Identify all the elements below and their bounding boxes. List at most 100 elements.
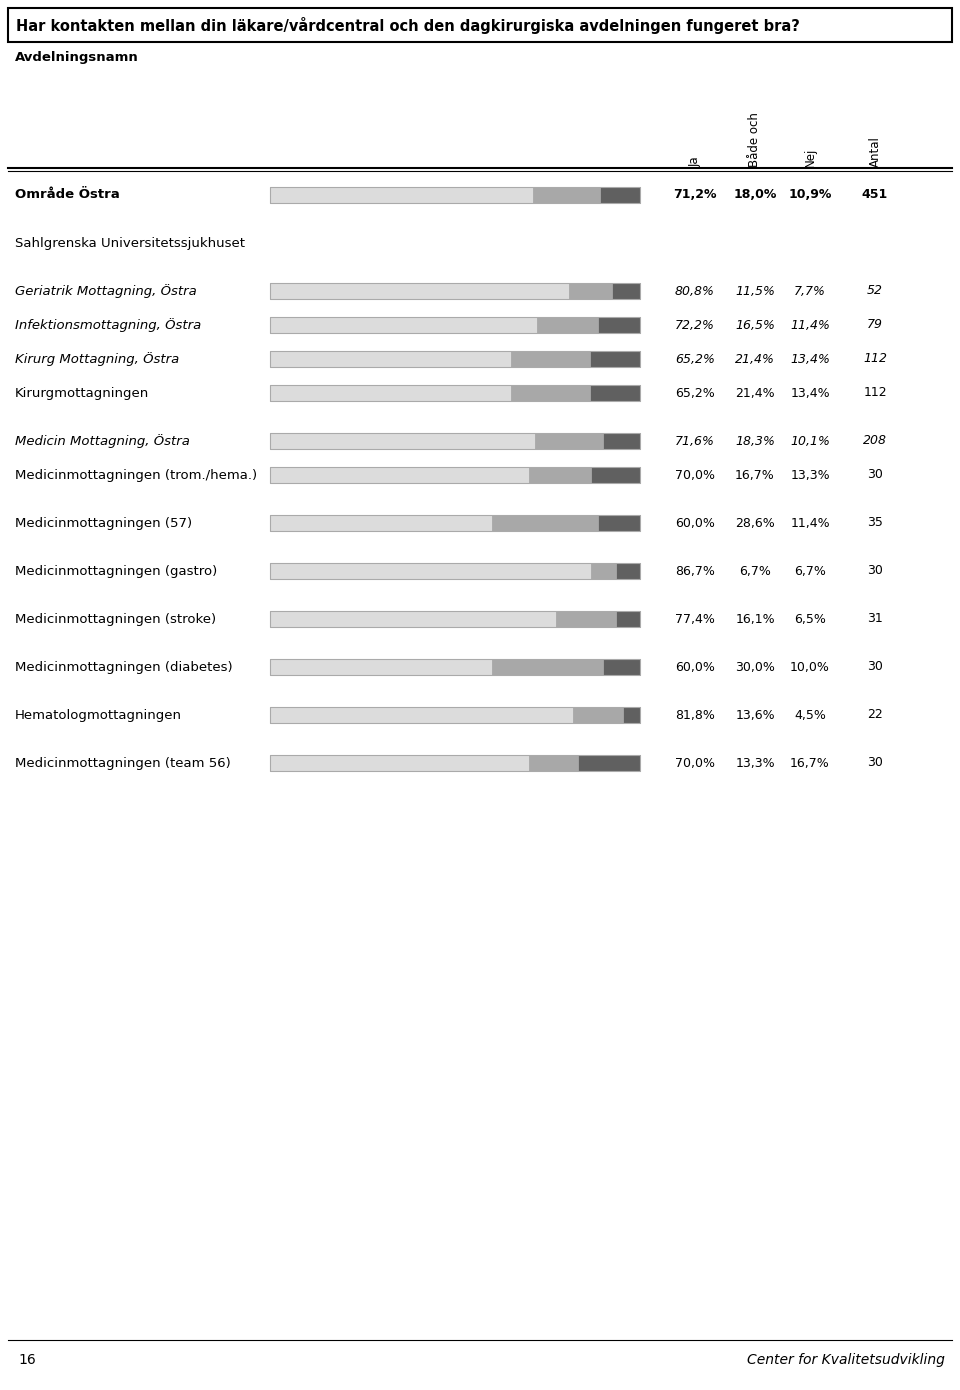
- Text: 65,2%: 65,2%: [675, 353, 715, 366]
- Bar: [573, 708, 623, 723]
- Bar: [534, 188, 600, 203]
- Bar: [270, 612, 640, 627]
- Text: 112: 112: [863, 353, 887, 366]
- Bar: [612, 284, 640, 299]
- Bar: [529, 467, 590, 482]
- Bar: [270, 708, 573, 723]
- Text: 81,8%: 81,8%: [675, 709, 715, 721]
- Bar: [8, 8, 952, 42]
- Text: 21,4%: 21,4%: [735, 353, 775, 366]
- Text: 11,5%: 11,5%: [735, 285, 775, 297]
- Bar: [270, 284, 569, 299]
- Text: Medicinmottagningen (gastro): Medicinmottagningen (gastro): [15, 564, 217, 577]
- Bar: [270, 385, 640, 400]
- Text: 71,2%: 71,2%: [673, 189, 717, 202]
- Text: Medicinmottagningen (stroke): Medicinmottagningen (stroke): [15, 613, 216, 626]
- Text: 30: 30: [867, 564, 883, 577]
- Text: Infektionsmottagning, Östra: Infektionsmottagning, Östra: [15, 318, 202, 332]
- Bar: [270, 755, 529, 771]
- Text: 13,3%: 13,3%: [735, 756, 775, 770]
- Text: 86,7%: 86,7%: [675, 564, 715, 577]
- Bar: [603, 434, 640, 449]
- Text: 6,7%: 6,7%: [739, 564, 771, 577]
- Bar: [270, 467, 529, 482]
- Text: Medicin Mottagning, Östra: Medicin Mottagning, Östra: [15, 434, 190, 448]
- Text: Ja: Ja: [688, 156, 702, 167]
- Text: 10,1%: 10,1%: [790, 435, 830, 448]
- Text: 21,4%: 21,4%: [735, 386, 775, 399]
- Text: Avdelningsnamn: Avdelningsnamn: [15, 51, 139, 64]
- Text: Center for Kvalitetsudvikling: Center for Kvalitetsudvikling: [747, 1352, 945, 1366]
- Text: 79: 79: [867, 318, 883, 331]
- Text: Medicinmottagningen (team 56): Medicinmottagningen (team 56): [15, 756, 230, 770]
- Bar: [270, 352, 640, 367]
- Bar: [492, 659, 603, 676]
- Text: 72,2%: 72,2%: [675, 318, 715, 331]
- Text: 16,7%: 16,7%: [790, 756, 829, 770]
- Text: 60,0%: 60,0%: [675, 660, 715, 674]
- Text: Sahlgrenska Universitetssjukhuset: Sahlgrenska Universitetssjukhuset: [15, 236, 245, 249]
- Bar: [529, 755, 578, 771]
- Bar: [270, 352, 512, 367]
- Text: 16,5%: 16,5%: [735, 318, 775, 331]
- Bar: [569, 284, 612, 299]
- Bar: [590, 563, 615, 580]
- Text: 13,4%: 13,4%: [790, 353, 830, 366]
- Text: Medicinmottagningen (trom./hema.): Medicinmottagningen (trom./hema.): [15, 468, 257, 481]
- Text: 10,9%: 10,9%: [788, 189, 831, 202]
- Text: Kirurg Mottagning, Östra: Kirurg Mottagning, Östra: [15, 352, 180, 366]
- Text: Geriatrik Mottagning, Östra: Geriatrik Mottagning, Östra: [15, 284, 197, 297]
- Bar: [270, 317, 640, 334]
- Text: 11,4%: 11,4%: [790, 318, 830, 331]
- Bar: [600, 188, 640, 203]
- Text: 60,0%: 60,0%: [675, 517, 715, 530]
- Bar: [270, 188, 640, 203]
- Text: 52: 52: [867, 285, 883, 297]
- Text: 30: 30: [867, 660, 883, 674]
- Bar: [492, 516, 598, 531]
- Text: 13,6%: 13,6%: [735, 709, 775, 721]
- Bar: [270, 563, 590, 580]
- Text: 16,7%: 16,7%: [735, 468, 775, 481]
- Bar: [538, 317, 598, 334]
- Text: 22: 22: [867, 709, 883, 721]
- Bar: [270, 434, 535, 449]
- Bar: [598, 516, 640, 531]
- Text: Både och: Både och: [749, 113, 761, 167]
- Bar: [615, 563, 640, 580]
- Bar: [270, 755, 640, 771]
- Text: Hematologmottagningen: Hematologmottagningen: [15, 709, 182, 721]
- Bar: [270, 516, 492, 531]
- Bar: [590, 467, 640, 482]
- Bar: [616, 612, 640, 627]
- Text: 7,7%: 7,7%: [794, 285, 826, 297]
- Bar: [590, 385, 640, 400]
- Bar: [270, 563, 640, 580]
- Text: 77,4%: 77,4%: [675, 613, 715, 626]
- Text: 30: 30: [867, 468, 883, 481]
- Text: 13,3%: 13,3%: [790, 468, 829, 481]
- Text: 6,5%: 6,5%: [794, 613, 826, 626]
- Text: 16,1%: 16,1%: [735, 613, 775, 626]
- Bar: [270, 467, 640, 482]
- Text: 31: 31: [867, 613, 883, 626]
- Text: 451: 451: [862, 189, 888, 202]
- Text: Nej: Nej: [804, 147, 817, 167]
- Bar: [270, 516, 640, 531]
- Text: 18,3%: 18,3%: [735, 435, 775, 448]
- Text: Medicinmottagningen (diabetes): Medicinmottagningen (diabetes): [15, 660, 232, 674]
- Text: Antal: Antal: [869, 136, 881, 167]
- Text: 112: 112: [863, 386, 887, 399]
- Text: 4,5%: 4,5%: [794, 709, 826, 721]
- Bar: [623, 708, 639, 723]
- Text: Område Östra: Område Östra: [15, 189, 120, 202]
- Text: 13,4%: 13,4%: [790, 386, 829, 399]
- Text: 208: 208: [863, 435, 887, 448]
- Text: Kirurgmottagningen: Kirurgmottagningen: [15, 386, 149, 399]
- Bar: [270, 284, 640, 299]
- Text: 65,2%: 65,2%: [675, 386, 715, 399]
- Text: 11,4%: 11,4%: [790, 517, 829, 530]
- Bar: [270, 659, 492, 676]
- Text: 16: 16: [18, 1352, 36, 1366]
- Text: 18,0%: 18,0%: [733, 189, 777, 202]
